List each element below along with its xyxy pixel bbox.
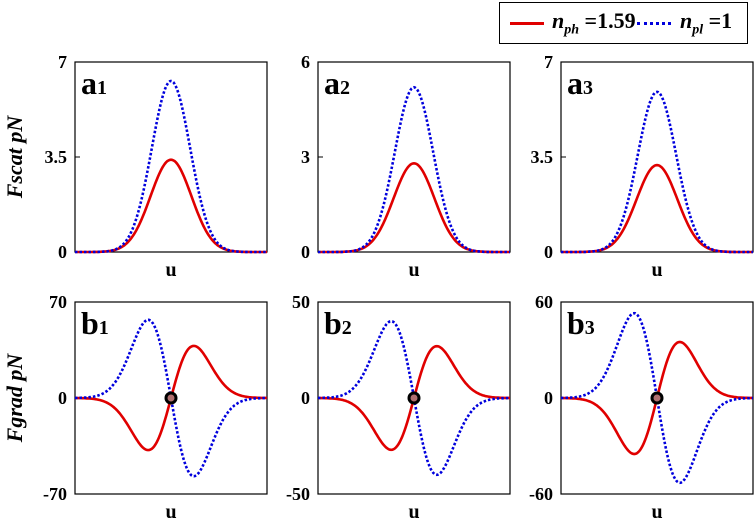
ytick-label: 6 [301,52,310,72]
x-axis-label: u [408,501,419,523]
panel-label: a2 [324,65,350,101]
series-line-nph [561,163,753,254]
ytick-label: 0 [301,242,310,262]
series-line-npl [75,79,267,254]
x-axis-label: u [165,259,176,281]
y-axis-label: Fgrad pN [2,353,27,444]
ytick-label: 7 [544,52,553,72]
panel-label: a3 [567,65,593,101]
ytick-label: 0 [544,388,553,408]
legend-label-nph: nph =1.59 [552,8,636,38]
x-axis-label: u [651,501,662,523]
ytick-label: -70 [43,484,67,504]
series-line-nph [318,161,510,254]
panel-label: a1 [81,65,107,101]
series-line-nph [75,158,267,254]
ytick-label: 0 [301,388,310,408]
y-axis-label: Fscat pN [2,115,27,200]
x-axis-label: u [165,501,176,523]
ytick-label: 7 [58,52,67,72]
ytick-label: -50 [286,484,310,504]
panel-label: b1 [81,305,109,341]
zero-crossing-marker [164,391,178,405]
ytick-label: 50 [292,292,310,312]
series-line-npl [318,85,510,254]
ytick-label: 70 [49,292,67,312]
ytick-label: 3 [301,147,310,167]
ytick-label: 3.5 [531,147,554,167]
zero-crossing-marker [407,391,421,405]
ytick-label: 0 [58,388,67,408]
ytick-label: 3.5 [45,147,68,167]
zero-crossing-marker [650,391,664,405]
legend-label-npl: npl =1 [680,8,733,38]
x-axis-label: u [651,259,662,281]
legend: nph =1.59 npl =1 [499,2,748,44]
x-axis-label: u [408,259,419,281]
series-line-npl [318,319,510,477]
panel-label: b3 [567,305,595,341]
legend-swatch-npl [637,22,671,25]
panel-label: b2 [324,305,352,341]
series-line-npl [561,90,753,254]
ytick-label: 0 [58,242,67,262]
ytick-label: 0 [544,242,553,262]
ytick-label: -60 [529,484,553,504]
legend-swatch-nph [510,22,544,25]
ytick-label: 60 [535,292,553,312]
